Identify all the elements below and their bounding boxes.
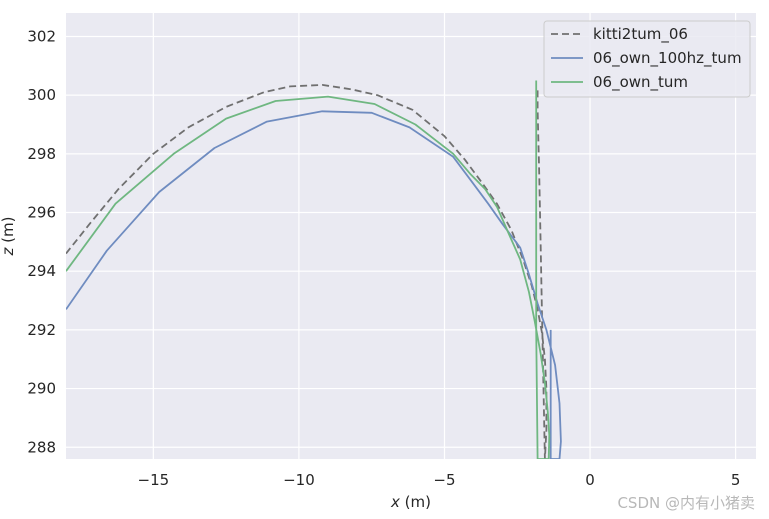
series-line-3	[66, 80, 551, 459]
x-tick-label: 0	[585, 471, 595, 489]
x-tick-label: −10	[283, 471, 315, 489]
y-tick-label: 292	[27, 321, 56, 339]
legend-label-2: 06_own_100hz_tum	[593, 49, 742, 68]
grid	[66, 13, 756, 459]
series-layer	[66, 80, 562, 459]
x-tick-label: −5	[433, 471, 455, 489]
legend-box	[543, 20, 751, 98]
x-tick-label: −15	[138, 471, 170, 489]
y-tick-label: 290	[27, 380, 56, 398]
legend: kitti2tum_06 06_own_100hz_tum 06_own_tum	[543, 20, 751, 98]
y-tick-label: 288	[27, 438, 56, 456]
y-tick-label: 294	[27, 262, 56, 280]
y-tick-label: 300	[27, 86, 56, 104]
y-tick-label: 298	[27, 145, 56, 163]
series-line-1	[66, 84, 548, 459]
y-tick-label: 296	[27, 204, 56, 222]
series-line-2	[66, 110, 562, 459]
legend-label-1: kitti2tum_06	[593, 25, 688, 44]
y-axis-label: z (m)	[0, 217, 17, 257]
legend-label-3: 06_own_tum	[593, 73, 688, 92]
y-tick-label: 302	[27, 27, 56, 45]
watermark: CSDN @内有小猪卖	[617, 494, 755, 512]
tick-labels: −15 −10 −5 0 5 288 290 292 294 296 298 300 302	[27, 27, 740, 489]
x-axis-label: x (m)	[390, 493, 431, 511]
x-tick-label: 5	[731, 471, 741, 489]
